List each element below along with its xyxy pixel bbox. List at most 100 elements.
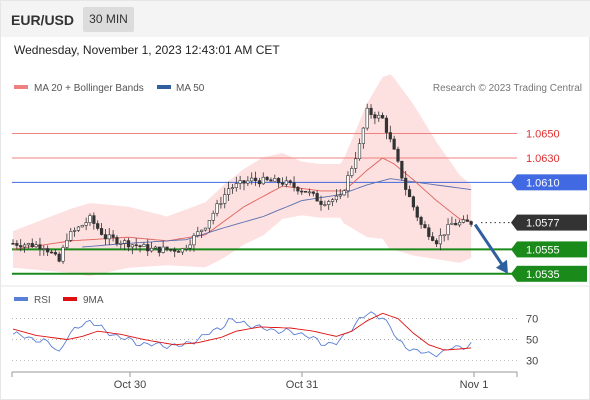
rsi-legend-label: RSI xyxy=(34,295,51,306)
candle-body xyxy=(357,143,362,160)
candle-body xyxy=(76,226,81,231)
candle-body xyxy=(96,223,100,229)
level-labels: 1.0650 1.0630 1.0610 1.0577 1.0555 1.0535 xyxy=(511,129,587,282)
candle-body xyxy=(176,251,181,253)
forecast-arrow-head xyxy=(495,259,508,274)
candle-body xyxy=(450,222,454,225)
candle-body xyxy=(465,219,469,222)
candle-body xyxy=(73,230,77,232)
rsi-panel xyxy=(12,311,472,358)
candle-body xyxy=(277,178,281,184)
candle-body xyxy=(342,190,346,196)
rsi-ma-line xyxy=(12,312,472,351)
candle-body xyxy=(246,180,250,184)
candle-body xyxy=(373,114,377,119)
level-label-1-0555: 1.0555 xyxy=(526,244,560,256)
candle-body xyxy=(388,132,392,140)
candle-body xyxy=(111,234,115,238)
level-tag-pointer xyxy=(511,174,517,191)
candle-body xyxy=(438,235,442,245)
candle-body xyxy=(169,249,173,251)
rsi-ma-legend-label: 9MA xyxy=(83,295,104,306)
candle-body xyxy=(380,115,385,119)
candle-body xyxy=(327,201,331,205)
candle-body xyxy=(92,215,96,224)
candle-body xyxy=(234,183,238,188)
candle-body xyxy=(38,244,42,250)
candle-body xyxy=(273,178,277,182)
candle-body xyxy=(69,231,73,241)
rsi-tick-label-30: 30 xyxy=(526,356,538,368)
candle-body xyxy=(303,190,308,193)
candle-body xyxy=(230,187,235,190)
level-tag-1-0555 xyxy=(517,241,587,258)
level-tag-1-0535 xyxy=(517,265,587,282)
rsi-legend-swatch xyxy=(14,297,28,301)
candle-body xyxy=(330,199,335,202)
candle-body xyxy=(415,206,419,218)
level-label-1-0535: 1.0535 xyxy=(526,269,560,281)
candle-body xyxy=(419,216,423,225)
candle-body xyxy=(334,195,339,201)
candle-body xyxy=(15,243,19,246)
candle-body xyxy=(361,127,365,144)
candle-body xyxy=(461,219,466,223)
candle-body xyxy=(377,115,381,119)
candle-body xyxy=(411,196,416,208)
ma20-legend-label: MA 20 + Bollinger Bands xyxy=(34,83,144,94)
x-tick-label: Nov 1 xyxy=(460,379,489,391)
candle-body xyxy=(57,253,61,262)
candle-body xyxy=(215,203,219,214)
candle-body xyxy=(269,179,273,182)
candle-body xyxy=(11,243,15,245)
datetime-label: Wednesday, November 1, 2023 12:43:01 AM … xyxy=(14,43,280,57)
timeframe-button[interactable]: 30 MIN xyxy=(83,7,134,32)
candle-body xyxy=(323,204,327,206)
level-tag-1-0610 xyxy=(517,174,587,191)
candle-body xyxy=(369,107,373,115)
candle-body xyxy=(300,190,304,193)
x-tick-label: Oct 31 xyxy=(286,379,318,391)
candle-body xyxy=(107,234,111,240)
level-tag-pointer xyxy=(511,241,517,258)
candle-body xyxy=(469,221,473,225)
candle-body xyxy=(280,182,285,185)
forecast-arrow-shaft xyxy=(473,223,505,267)
x-axis-ticks: Oct 30 Oct 31 Nov 1 xyxy=(11,372,518,391)
candle-body xyxy=(284,180,288,185)
ma50-legend-label: MA 50 xyxy=(176,83,205,94)
candle-body xyxy=(180,248,185,253)
candle-body xyxy=(146,244,150,252)
candle-body xyxy=(457,222,462,226)
candle-body xyxy=(134,244,138,247)
candle-body xyxy=(311,191,315,194)
candle-body xyxy=(34,244,38,248)
candle-body xyxy=(46,248,50,253)
bollinger-band-area xyxy=(13,74,472,277)
level-label-1-0610: 1.0610 xyxy=(526,177,560,189)
candle-body xyxy=(454,222,458,226)
level-label-1-0630: 1.0630 xyxy=(526,153,560,165)
candle-body xyxy=(265,176,269,181)
level-label-1-0650: 1.0650 xyxy=(526,129,560,141)
candle-body xyxy=(288,180,292,184)
candle-body xyxy=(338,194,342,197)
candle-body xyxy=(257,180,262,185)
candle-body xyxy=(392,138,396,150)
candle-body xyxy=(49,251,54,254)
candle-body xyxy=(434,240,439,245)
candle-body xyxy=(315,193,319,202)
candle-body xyxy=(365,107,369,129)
rsi-grid: 70 50 30 xyxy=(12,314,538,368)
price-levels xyxy=(12,133,517,275)
candle-body xyxy=(292,182,296,188)
candle-body xyxy=(354,158,358,169)
candle-body xyxy=(200,229,204,232)
candle-body xyxy=(319,200,323,205)
candle-body xyxy=(423,224,427,229)
candle-body xyxy=(242,180,246,184)
candles xyxy=(11,103,473,264)
candle-body xyxy=(142,244,146,247)
candle-body xyxy=(65,239,69,248)
forecast-arrow xyxy=(473,223,508,274)
